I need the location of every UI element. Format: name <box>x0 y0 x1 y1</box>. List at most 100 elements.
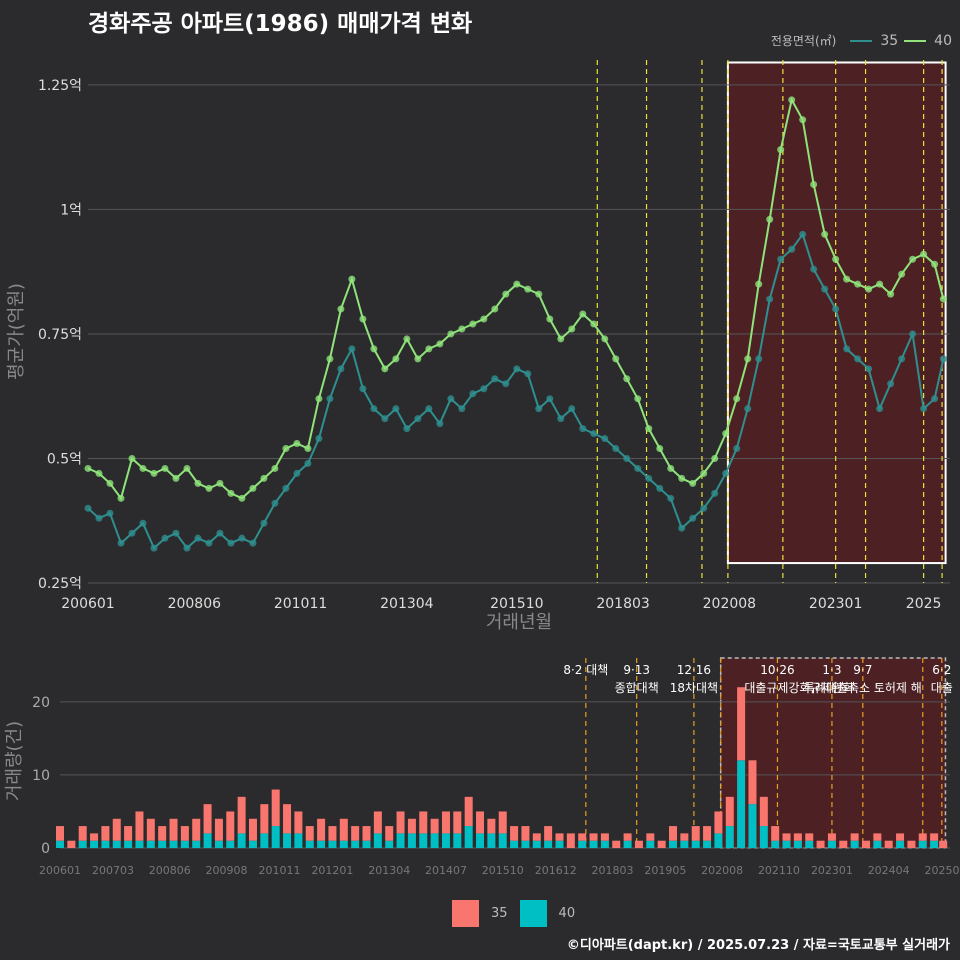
price-point-40-4 <box>128 454 136 462</box>
volume-bar-40-66 <box>805 840 814 848</box>
price-point-35-10 <box>194 534 202 542</box>
volume-bar-35-74 <box>896 833 905 841</box>
price-point-40-26 <box>370 345 378 353</box>
policy-annotation-line2-1: 종합대책 <box>615 680 659 695</box>
price-y-axis-title: 평균가(억원) <box>6 283 27 380</box>
volume-bar-35-14 <box>214 818 223 841</box>
volume-bar-35-37 <box>476 811 485 834</box>
price-point-35-4 <box>128 529 136 537</box>
price-point-40-56 <box>700 469 708 477</box>
price-xtick-label-3: 201304 <box>380 596 434 612</box>
price-point-35-44 <box>568 405 576 413</box>
price-point-40-42 <box>546 315 554 323</box>
legend-swatch-40 <box>904 39 927 42</box>
volume-bar-35-20 <box>283 804 292 834</box>
price-point-35-25 <box>359 385 367 393</box>
volume-bar-40-0 <box>56 840 64 848</box>
bar-legend-label-40: 40 <box>558 906 576 921</box>
price-point-40-30 <box>414 355 422 363</box>
volume-bar-40-6 <box>124 840 133 848</box>
volume-bar-35-5 <box>112 818 121 841</box>
price-point-40-45 <box>579 310 587 318</box>
price-point-35-28 <box>392 405 400 413</box>
volume-bar-35-44 <box>555 833 564 841</box>
volume-bar-40-3 <box>90 840 99 848</box>
price-point-35-42 <box>546 395 554 403</box>
price-point-40-40 <box>524 285 532 293</box>
price-xtick-label-7: 202301 <box>809 596 862 612</box>
price-point-35-18 <box>282 484 290 492</box>
volume-bar-35-26 <box>351 826 360 841</box>
volume-bar-35-45 <box>566 833 575 848</box>
price-point-40-68 <box>832 255 840 263</box>
price-point-40-25 <box>359 315 367 323</box>
price-point-40-38 <box>502 290 510 298</box>
price-point-35-52 <box>656 484 664 492</box>
price-point-35-64 <box>788 245 796 253</box>
price-point-40-35 <box>469 320 477 328</box>
price-point-35-29 <box>403 425 411 433</box>
price-point-40-14 <box>238 494 246 502</box>
price-point-35-56 <box>700 504 708 512</box>
volume-bar-35-65 <box>793 833 802 841</box>
volume-bar-40-27 <box>362 840 371 848</box>
volume-bar-35-31 <box>407 818 416 834</box>
price-point-40-63 <box>777 146 785 154</box>
volume-bar-35-57 <box>703 826 712 841</box>
volume-bar-40-13 <box>203 833 212 848</box>
bar-legend-item-35: 35 <box>452 900 508 927</box>
volume-bar-35-2 <box>78 826 87 841</box>
volume-bar-40-36 <box>464 826 473 848</box>
volume-bar-40-17 <box>248 840 257 848</box>
volume-bar-40-74 <box>896 840 905 848</box>
volume-xtick-label-0: 200601 <box>39 864 81 877</box>
volume-bar-35-69 <box>839 840 848 848</box>
volume-bar-35-22 <box>305 826 314 841</box>
price-point-40-71 <box>865 285 873 293</box>
price-point-40-43 <box>557 335 565 343</box>
volume-bar-35-61 <box>748 760 757 805</box>
price-point-35-37 <box>491 375 499 383</box>
price-point-35-60 <box>744 405 752 413</box>
legend-item-35: 35 <box>850 33 898 49</box>
price-point-40-6 <box>150 469 158 477</box>
policy-annotation-line1-1: 9·13 <box>623 663 650 677</box>
price-xtick-label-0: 200601 <box>61 596 114 612</box>
volume-bar-40-15 <box>226 840 235 848</box>
price-point-35-30 <box>414 415 422 423</box>
price-point-40-5 <box>139 464 147 472</box>
volume-bar-40-57 <box>703 840 712 848</box>
volume-bar-35-11 <box>180 826 189 841</box>
price-point-40-37 <box>491 305 499 313</box>
volume-bar-35-73 <box>884 840 893 848</box>
volume-bar-35-67 <box>816 840 825 848</box>
price-point-35-38 <box>502 380 510 388</box>
volume-ytick-label-1: 10 <box>32 768 50 784</box>
price-point-35-39 <box>513 365 521 373</box>
volume-xtick-label-7: 201407 <box>425 864 467 877</box>
volume-bar-35-27 <box>362 826 371 841</box>
price-point-35-53 <box>667 494 675 502</box>
price-point-40-27 <box>381 365 389 373</box>
price-point-35-49 <box>623 454 631 462</box>
volume-bar-35-18 <box>260 804 269 834</box>
volume-bar-40-64 <box>782 840 791 848</box>
policy-annotation-line2-6: 대출 <box>931 681 953 695</box>
price-ytick-label-1: 0.5억 <box>47 451 82 467</box>
price-point-40-17 <box>271 464 279 472</box>
price-point-35-78 <box>939 355 947 363</box>
volume-bar-40-5 <box>112 840 121 848</box>
price-point-35-6 <box>150 544 158 552</box>
volume-xtick-label-13: 202110 <box>758 864 800 877</box>
volume-bar-40-24 <box>328 840 337 848</box>
price-point-35-71 <box>865 365 873 373</box>
price-point-35-34 <box>458 405 466 413</box>
price-point-35-58 <box>722 469 730 477</box>
price-point-40-21 <box>315 395 323 403</box>
volume-bar-40-19 <box>271 826 280 848</box>
legend-label-40: 40 <box>934 32 952 49</box>
volume-bar-40-33 <box>430 833 439 848</box>
price-point-40-57 <box>711 454 719 462</box>
volume-bar-35-49 <box>612 840 621 848</box>
price-point-40-69 <box>843 275 851 283</box>
